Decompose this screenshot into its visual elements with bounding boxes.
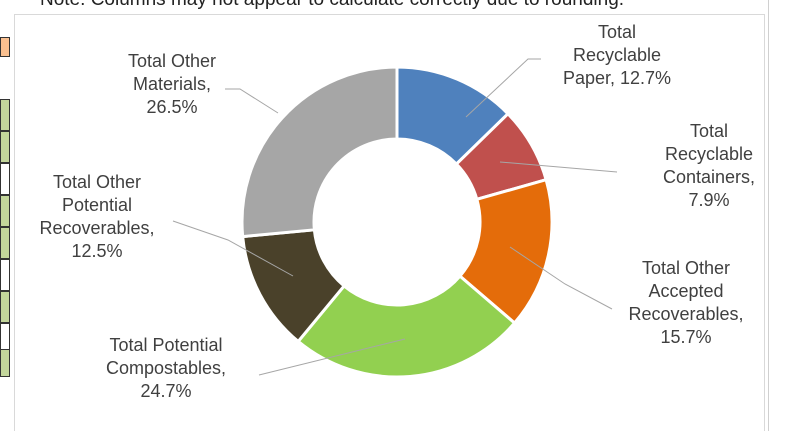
data-label-3: Total Other Accepted Recoverables, 15.7% xyxy=(628,258,743,347)
data-label-2: Total Recyclable Containers, 7.9% xyxy=(663,121,755,210)
leader-line-1 xyxy=(465,58,541,118)
data-label-1: Total Recyclable Paper, 12.7% xyxy=(563,22,671,88)
data-label-5: Total Other Potential Recoverables, 12.5% xyxy=(39,172,154,261)
spreadsheet-cell xyxy=(0,163,10,195)
spreadsheet-cell xyxy=(0,195,10,227)
spreadsheet-cell xyxy=(0,349,10,377)
donut-slice-6 xyxy=(240,65,399,239)
leader-line-5 xyxy=(172,220,294,277)
leader-lines xyxy=(172,58,618,376)
spreadsheet-cell xyxy=(0,131,10,163)
window-edge xyxy=(768,0,769,431)
spreadsheet-cell xyxy=(0,291,10,323)
leader-line-6 xyxy=(225,88,279,114)
spreadsheet-cell-strip xyxy=(0,0,14,431)
data-labels: Total Recyclable Paper, 12.7% Total Recyclab… xyxy=(39,22,755,401)
spreadsheet-cell xyxy=(0,227,10,259)
spreadsheet-cell xyxy=(0,37,10,57)
spreadsheet-cell xyxy=(0,99,10,131)
donut-slices xyxy=(240,65,554,379)
leader-line-4 xyxy=(258,338,406,376)
data-label-4: Total Potential Compostables, 24.7% xyxy=(106,335,226,401)
leader-line-2 xyxy=(499,161,618,173)
rounding-note: Note: Columns may not appear to calculat… xyxy=(40,0,786,11)
leader-line-3 xyxy=(509,246,613,310)
data-label-6: Total Other Materials, 26.5% xyxy=(128,51,216,117)
spreadsheet-cell xyxy=(0,259,10,291)
